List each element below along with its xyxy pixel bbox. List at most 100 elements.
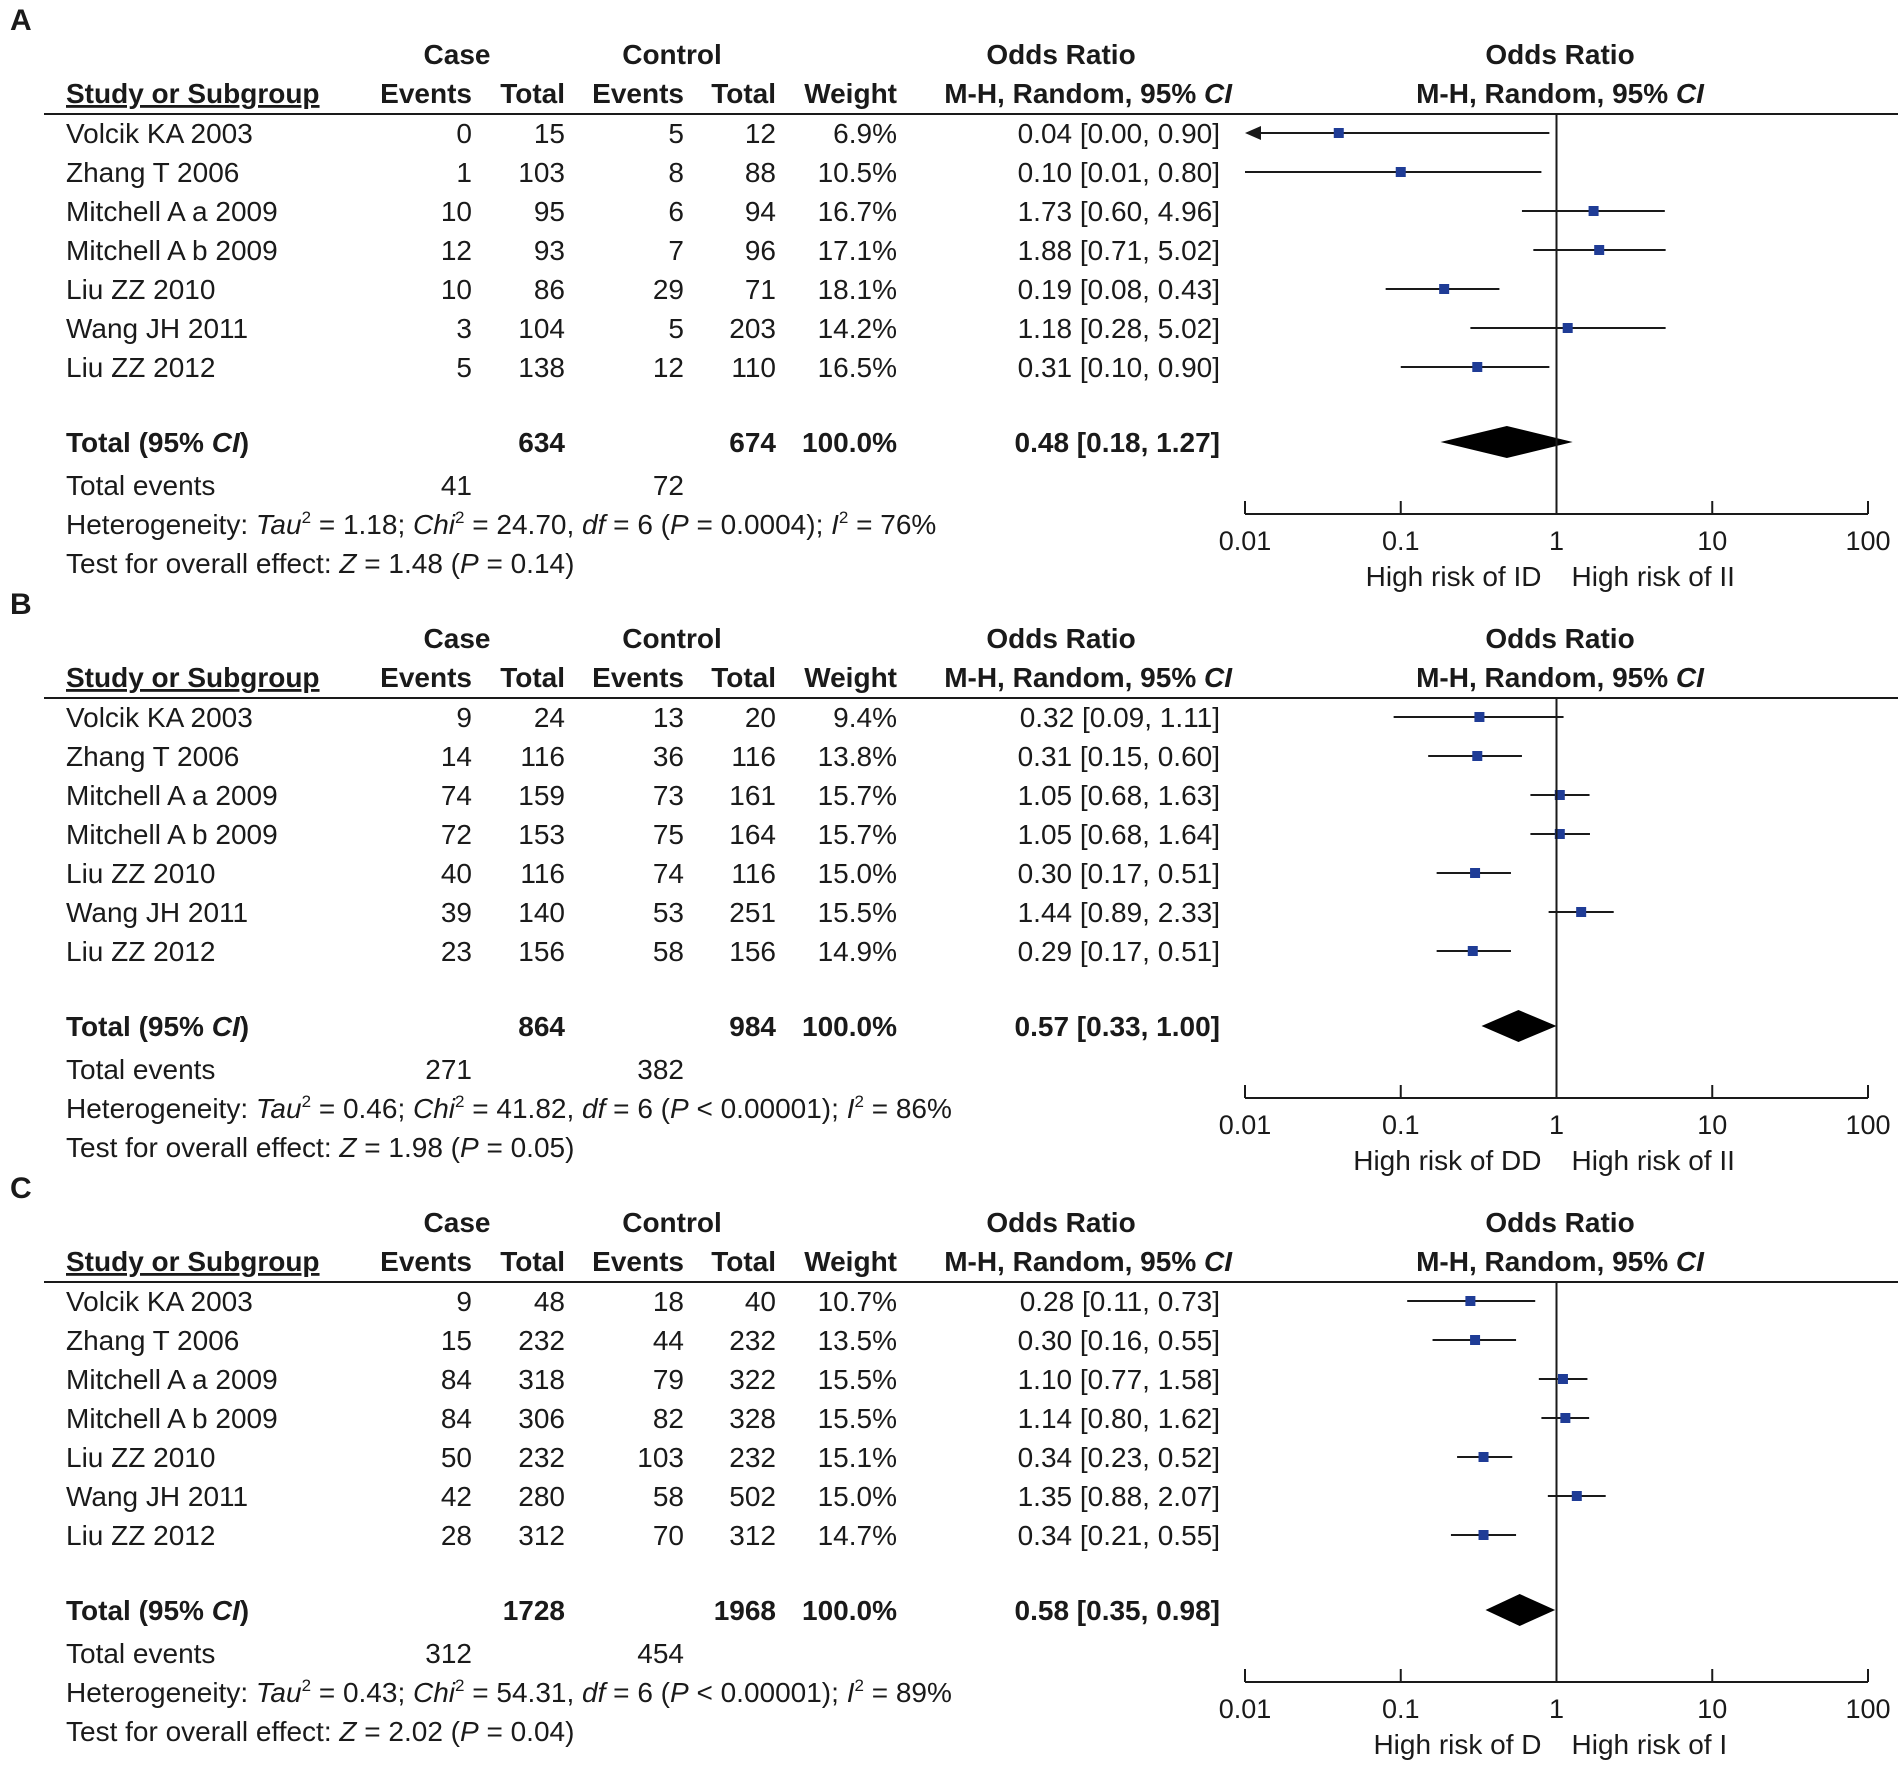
control-events-cell: 5 bbox=[668, 118, 684, 149]
control-total-cell: 12 bbox=[745, 118, 776, 149]
study-name: Mitchell A a 2009 bbox=[66, 196, 278, 227]
weight-header: Weight bbox=[804, 78, 897, 109]
case-total-cell: 104 bbox=[518, 313, 565, 344]
control-total-cell: 164 bbox=[729, 819, 776, 850]
odds-ratio-cell: 0.34 [0.23, 0.52] bbox=[1018, 1442, 1220, 1473]
panel-letter: A bbox=[10, 4, 32, 37]
control-total-cell: 328 bbox=[729, 1403, 776, 1434]
case-events-cell: 74 bbox=[441, 780, 472, 811]
case-events-cell: 28 bbox=[441, 1520, 472, 1551]
study-name: Mitchell A b 2009 bbox=[66, 235, 278, 266]
control-events-cell: 103 bbox=[637, 1442, 684, 1473]
weight-cell: 15.0% bbox=[818, 858, 897, 889]
odds-ratio-cell: 0.10 [0.01, 0.80] bbox=[1018, 157, 1220, 188]
case-header: Case bbox=[424, 39, 491, 70]
axis-tick-label: 0.1 bbox=[1382, 526, 1420, 556]
axis-right-label: High risk of I bbox=[1572, 1729, 1728, 1760]
weight-cell: 6.9% bbox=[833, 118, 897, 149]
study-header: Study or Subgroup bbox=[66, 1246, 320, 1277]
method-header: M-H, Random, 95% CI bbox=[944, 78, 1233, 109]
total-events-control: 72 bbox=[653, 470, 684, 501]
plot-odds-ratio-header: Odds Ratio bbox=[1485, 623, 1634, 654]
control-total-cell: 203 bbox=[729, 313, 776, 344]
case-total-header: Total bbox=[500, 662, 565, 693]
control-total-header: Total bbox=[711, 662, 776, 693]
case-events-cell: 10 bbox=[441, 196, 472, 227]
case-total-cell: 138 bbox=[518, 352, 565, 383]
control-total-cell: 88 bbox=[745, 157, 776, 188]
case-total-cell: 312 bbox=[518, 1520, 565, 1551]
odds-ratio-cell: 0.28 [0.11, 0.73] bbox=[1020, 1286, 1220, 1317]
panel-c: C Case Control Odds Ratio Odds Ratio Study or… bbox=[10, 1172, 1898, 1760]
total-odds-ratio-cell: 0.48 [0.18, 1.27] bbox=[1015, 427, 1220, 458]
axis-tick-label: 100 bbox=[1845, 1694, 1890, 1724]
axis-tick-label: 10 bbox=[1697, 1110, 1727, 1140]
case-events-cell: 15 bbox=[441, 1325, 472, 1356]
control-total-cell: 71 bbox=[745, 274, 776, 305]
case-header: Case bbox=[424, 1207, 491, 1238]
total-case-cell: 634 bbox=[518, 427, 565, 458]
axis-tick-label: 0.01 bbox=[1219, 1694, 1272, 1724]
weight-cell: 13.5% bbox=[818, 1325, 897, 1356]
control-events-cell: 13 bbox=[653, 702, 684, 733]
case-total-cell: 116 bbox=[520, 741, 565, 772]
control-events-cell: 70 bbox=[653, 1520, 684, 1551]
case-total-cell: 103 bbox=[518, 157, 565, 188]
weight-cell: 14.7% bbox=[818, 1520, 897, 1551]
odds-ratio-cell: 1.14 [0.80, 1.62] bbox=[1018, 1403, 1220, 1434]
case-events-cell: 23 bbox=[441, 936, 472, 967]
study-name: Volcik KA 2003 bbox=[66, 1286, 253, 1317]
pooled-diamond bbox=[1485, 1594, 1556, 1626]
study-name: Wang JH 2011 bbox=[66, 313, 248, 344]
control-events-cell: 44 bbox=[653, 1325, 684, 1356]
case-total-cell: 153 bbox=[518, 819, 565, 850]
study-name: Zhang T 2006 bbox=[66, 1325, 239, 1356]
control-events-header: Events bbox=[592, 78, 684, 109]
control-total-cell: 94 bbox=[745, 196, 776, 227]
total-odds-ratio-cell: 0.58 [0.35, 0.98] bbox=[1015, 1595, 1220, 1626]
point-estimate bbox=[1474, 712, 1485, 722]
case-total-cell: 93 bbox=[534, 235, 565, 266]
weight-cell: 15.5% bbox=[818, 1364, 897, 1395]
study-name: Mitchell A a 2009 bbox=[66, 780, 278, 811]
weight-cell: 16.7% bbox=[818, 196, 897, 227]
total-events-label: Total events bbox=[66, 470, 215, 501]
control-events-cell: 75 bbox=[653, 819, 684, 850]
control-events-cell: 29 bbox=[653, 274, 684, 305]
case-events-cell: 9 bbox=[456, 1286, 472, 1317]
point-estimate bbox=[1560, 1413, 1571, 1423]
point-estimate bbox=[1439, 284, 1450, 294]
total-label: Total (95% CI) bbox=[66, 1011, 249, 1042]
case-total-cell: 24 bbox=[534, 702, 565, 733]
weight-cell: 15.0% bbox=[818, 1481, 897, 1512]
case-total-cell: 95 bbox=[534, 196, 565, 227]
method-header: M-H, Random, 95% CI bbox=[944, 662, 1233, 693]
study-name: Mitchell A b 2009 bbox=[66, 819, 278, 850]
case-events-cell: 50 bbox=[441, 1442, 472, 1473]
axis-tick-label: 1 bbox=[1549, 1110, 1564, 1140]
point-estimate bbox=[1478, 1452, 1489, 1462]
total-case-cell: 864 bbox=[518, 1011, 565, 1042]
control-events-cell: 8 bbox=[668, 157, 684, 188]
axis-tick-label: 100 bbox=[1845, 526, 1890, 556]
control-total-cell: 40 bbox=[745, 1286, 776, 1317]
control-total-cell: 161 bbox=[729, 780, 776, 811]
total-case-cell: 1728 bbox=[503, 1595, 565, 1626]
odds-ratio-cell: 1.18 [0.28, 5.02] bbox=[1018, 313, 1220, 344]
axis-tick-label: 100 bbox=[1845, 1110, 1890, 1140]
case-total-cell: 159 bbox=[518, 780, 565, 811]
control-total-cell: 251 bbox=[729, 897, 776, 928]
total-events-label: Total events bbox=[66, 1638, 215, 1669]
point-estimate bbox=[1554, 829, 1565, 839]
control-events-cell: 12 bbox=[653, 352, 684, 383]
weight-cell: 15.5% bbox=[818, 1403, 897, 1434]
total-control-cell: 984 bbox=[729, 1011, 776, 1042]
control-events-cell: 6 bbox=[668, 196, 684, 227]
odds-ratio-header: Odds Ratio bbox=[986, 39, 1135, 70]
total-events-case: 271 bbox=[425, 1054, 472, 1085]
control-header: Control bbox=[622, 623, 722, 654]
weight-cell: 9.4% bbox=[833, 702, 897, 733]
plot-method-header: M-H, Random, 95% CI bbox=[1416, 78, 1705, 109]
case-events-cell: 0 bbox=[456, 118, 472, 149]
